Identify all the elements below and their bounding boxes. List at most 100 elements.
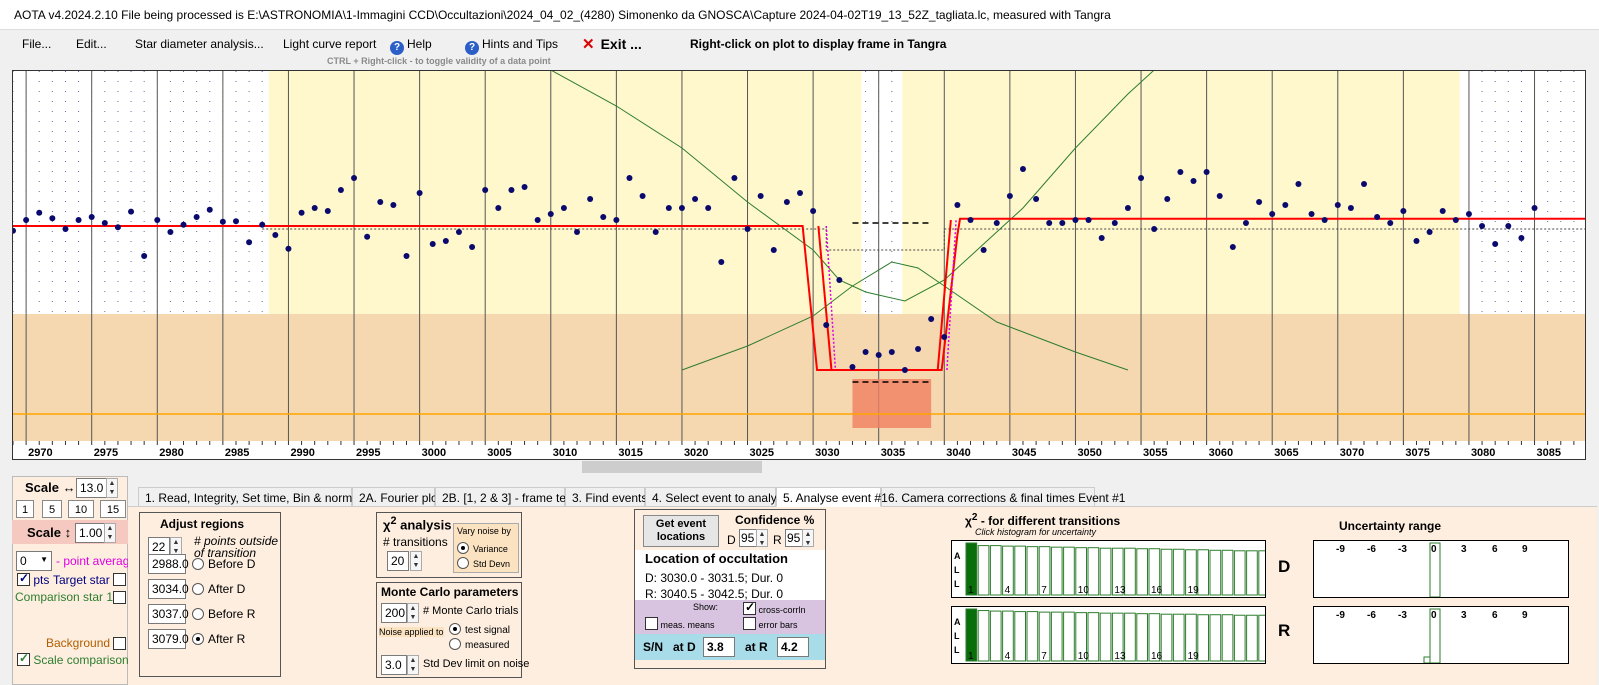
data-point[interactable] [560, 205, 567, 211]
histogram-bar-1[interactable] [965, 542, 978, 596]
histogram-bar-3[interactable] [989, 610, 1002, 662]
data-point[interactable] [298, 209, 305, 216]
data-point[interactable] [1465, 211, 1472, 217]
histogram-bar-18[interactable] [1172, 613, 1185, 662]
scale-button-1[interactable]: 1 [16, 500, 34, 518]
scale-comparisons-checkbox[interactable] [17, 651, 30, 666]
histogram-bar-3[interactable] [989, 545, 1002, 596]
data-point[interactable] [928, 316, 935, 322]
plot-scrollbar-thumb[interactable] [582, 461, 762, 473]
data-point[interactable] [836, 277, 843, 283]
data-point[interactable] [1439, 208, 1446, 214]
histogram-bar-4[interactable] [1002, 610, 1014, 662]
data-point[interactable] [114, 224, 121, 231]
histogram-bar-6[interactable] [1026, 611, 1039, 662]
data-point[interactable] [272, 232, 279, 238]
histogram-bar-25[interactable] [1258, 614, 1270, 662]
histogram-bar-12[interactable] [1099, 612, 1112, 662]
data-point[interactable] [364, 233, 371, 240]
unc-r-svg[interactable]: -9 -6 -3 0 3 6 9 [1314, 607, 1568, 664]
data-point[interactable] [206, 206, 213, 213]
error-bars-checkbox[interactable] [743, 617, 756, 630]
trials-spinner[interactable]: ▲ ▼ [407, 603, 419, 623]
histogram-bar-5[interactable] [1014, 611, 1026, 662]
data-point[interactable] [62, 226, 69, 232]
data-point[interactable] [915, 346, 922, 352]
adjust-region-radio-3[interactable] [192, 633, 204, 645]
data-point[interactable] [101, 220, 108, 226]
noise-limit-field[interactable]: 3.0 [381, 655, 407, 675]
histogram-bar-1[interactable] [965, 608, 978, 662]
meas-means-option[interactable]: meas. means [645, 617, 715, 630]
histogram-bar-11[interactable] [1087, 547, 1100, 596]
data-point[interactable] [1151, 226, 1158, 232]
menu-help[interactable]: ? Help [390, 37, 432, 55]
tab-1[interactable]: 1. Read, Integrity, Set time, Bin & norm… [138, 487, 377, 507]
data-point[interactable] [416, 190, 423, 196]
histogram-bar-25[interactable] [1258, 550, 1270, 596]
histogram-bar-6[interactable] [1026, 546, 1039, 596]
comparison-star-checkbox[interactable] [113, 591, 126, 604]
data-point[interactable] [495, 205, 502, 211]
tab-7[interactable]: 6. Camera corrections & final times Even… [881, 487, 1125, 507]
plot-scrollbar[interactable] [12, 460, 1586, 474]
histogram-bar-15[interactable] [1136, 548, 1149, 596]
data-point[interactable] [718, 259, 725, 265]
target-star-checkbox[interactable] [113, 573, 126, 586]
data-point[interactable] [1321, 217, 1328, 223]
data-point[interactable] [1242, 220, 1249, 226]
transitions-field[interactable]: 20 [387, 551, 409, 571]
data-point[interactable] [901, 367, 908, 373]
histogram-bar-19[interactable] [1185, 549, 1197, 596]
data-point[interactable] [665, 205, 672, 211]
data-point[interactable] [967, 217, 974, 223]
data-point[interactable] [285, 245, 292, 252]
data-point[interactable] [770, 247, 777, 253]
adjust-region-field-2[interactable]: 3037.0 [148, 604, 189, 624]
variance-option[interactable]: Variance [457, 542, 508, 554]
data-point[interactable] [941, 334, 948, 340]
h-scale-field[interactable]: 13.0 [76, 478, 108, 498]
histogram-bar-7[interactable] [1038, 611, 1051, 662]
histogram-bar-17[interactable] [1160, 548, 1173, 596]
r-chi2-histogram[interactable]: A L L 1 4 7 10 13 16 19 [951, 606, 1270, 664]
menu-star-diameter[interactable]: Star diameter analysis... [135, 37, 264, 51]
histogram-bar-16[interactable] [1148, 613, 1161, 662]
data-point[interactable] [1190, 178, 1197, 184]
scale-button-15[interactable]: 15 [100, 500, 126, 518]
data-point[interactable] [1347, 205, 1354, 211]
histogram-bar-9[interactable] [1063, 611, 1075, 662]
data-point[interactable] [1138, 175, 1145, 181]
data-point[interactable] [482, 187, 489, 193]
data-point[interactable] [403, 253, 410, 259]
data-point[interactable] [1229, 244, 1236, 250]
data-point[interactable] [574, 229, 581, 235]
data-point[interactable] [219, 218, 226, 225]
data-point[interactable] [36, 209, 43, 216]
data-point[interactable] [692, 196, 699, 202]
data-point[interactable] [1085, 217, 1092, 223]
d-chi2-histogram[interactable]: A L L 1 4 7 10 13 16 19 [951, 540, 1270, 598]
measured-radio[interactable] [449, 638, 461, 650]
data-point[interactable] [797, 190, 803, 196]
data-point[interactable] [180, 221, 187, 228]
data-point[interactable] [1098, 235, 1105, 241]
histogram-bar-9[interactable] [1063, 546, 1075, 596]
data-point[interactable] [954, 202, 961, 208]
get-event-locations-button[interactable]: Get event locations [643, 515, 719, 547]
histogram-bar-2[interactable] [977, 610, 990, 662]
data-point[interactable] [1164, 196, 1171, 202]
data-point[interactable] [469, 244, 476, 250]
light-curve-svg[interactable]: 2970 2975 2980 2985 2990 2995 3000 3005 3010 3015… [13, 71, 1586, 460]
transitions-spinner[interactable]: ▲ ▼ [410, 551, 422, 571]
adjust-region-radio-0[interactable] [192, 558, 204, 570]
measured-option[interactable]: measured [449, 638, 509, 651]
h-scale-spinner[interactable]: ▲ ▼ [106, 478, 118, 498]
data-point[interactable] [1256, 199, 1263, 205]
data-point[interactable] [1308, 211, 1315, 217]
meas-means-checkbox[interactable] [645, 617, 658, 630]
stddev-option[interactable]: Std Devn [457, 557, 510, 569]
data-point[interactable] [1374, 214, 1381, 220]
histogram-bar-22[interactable] [1221, 614, 1234, 662]
data-point[interactable] [141, 253, 148, 259]
